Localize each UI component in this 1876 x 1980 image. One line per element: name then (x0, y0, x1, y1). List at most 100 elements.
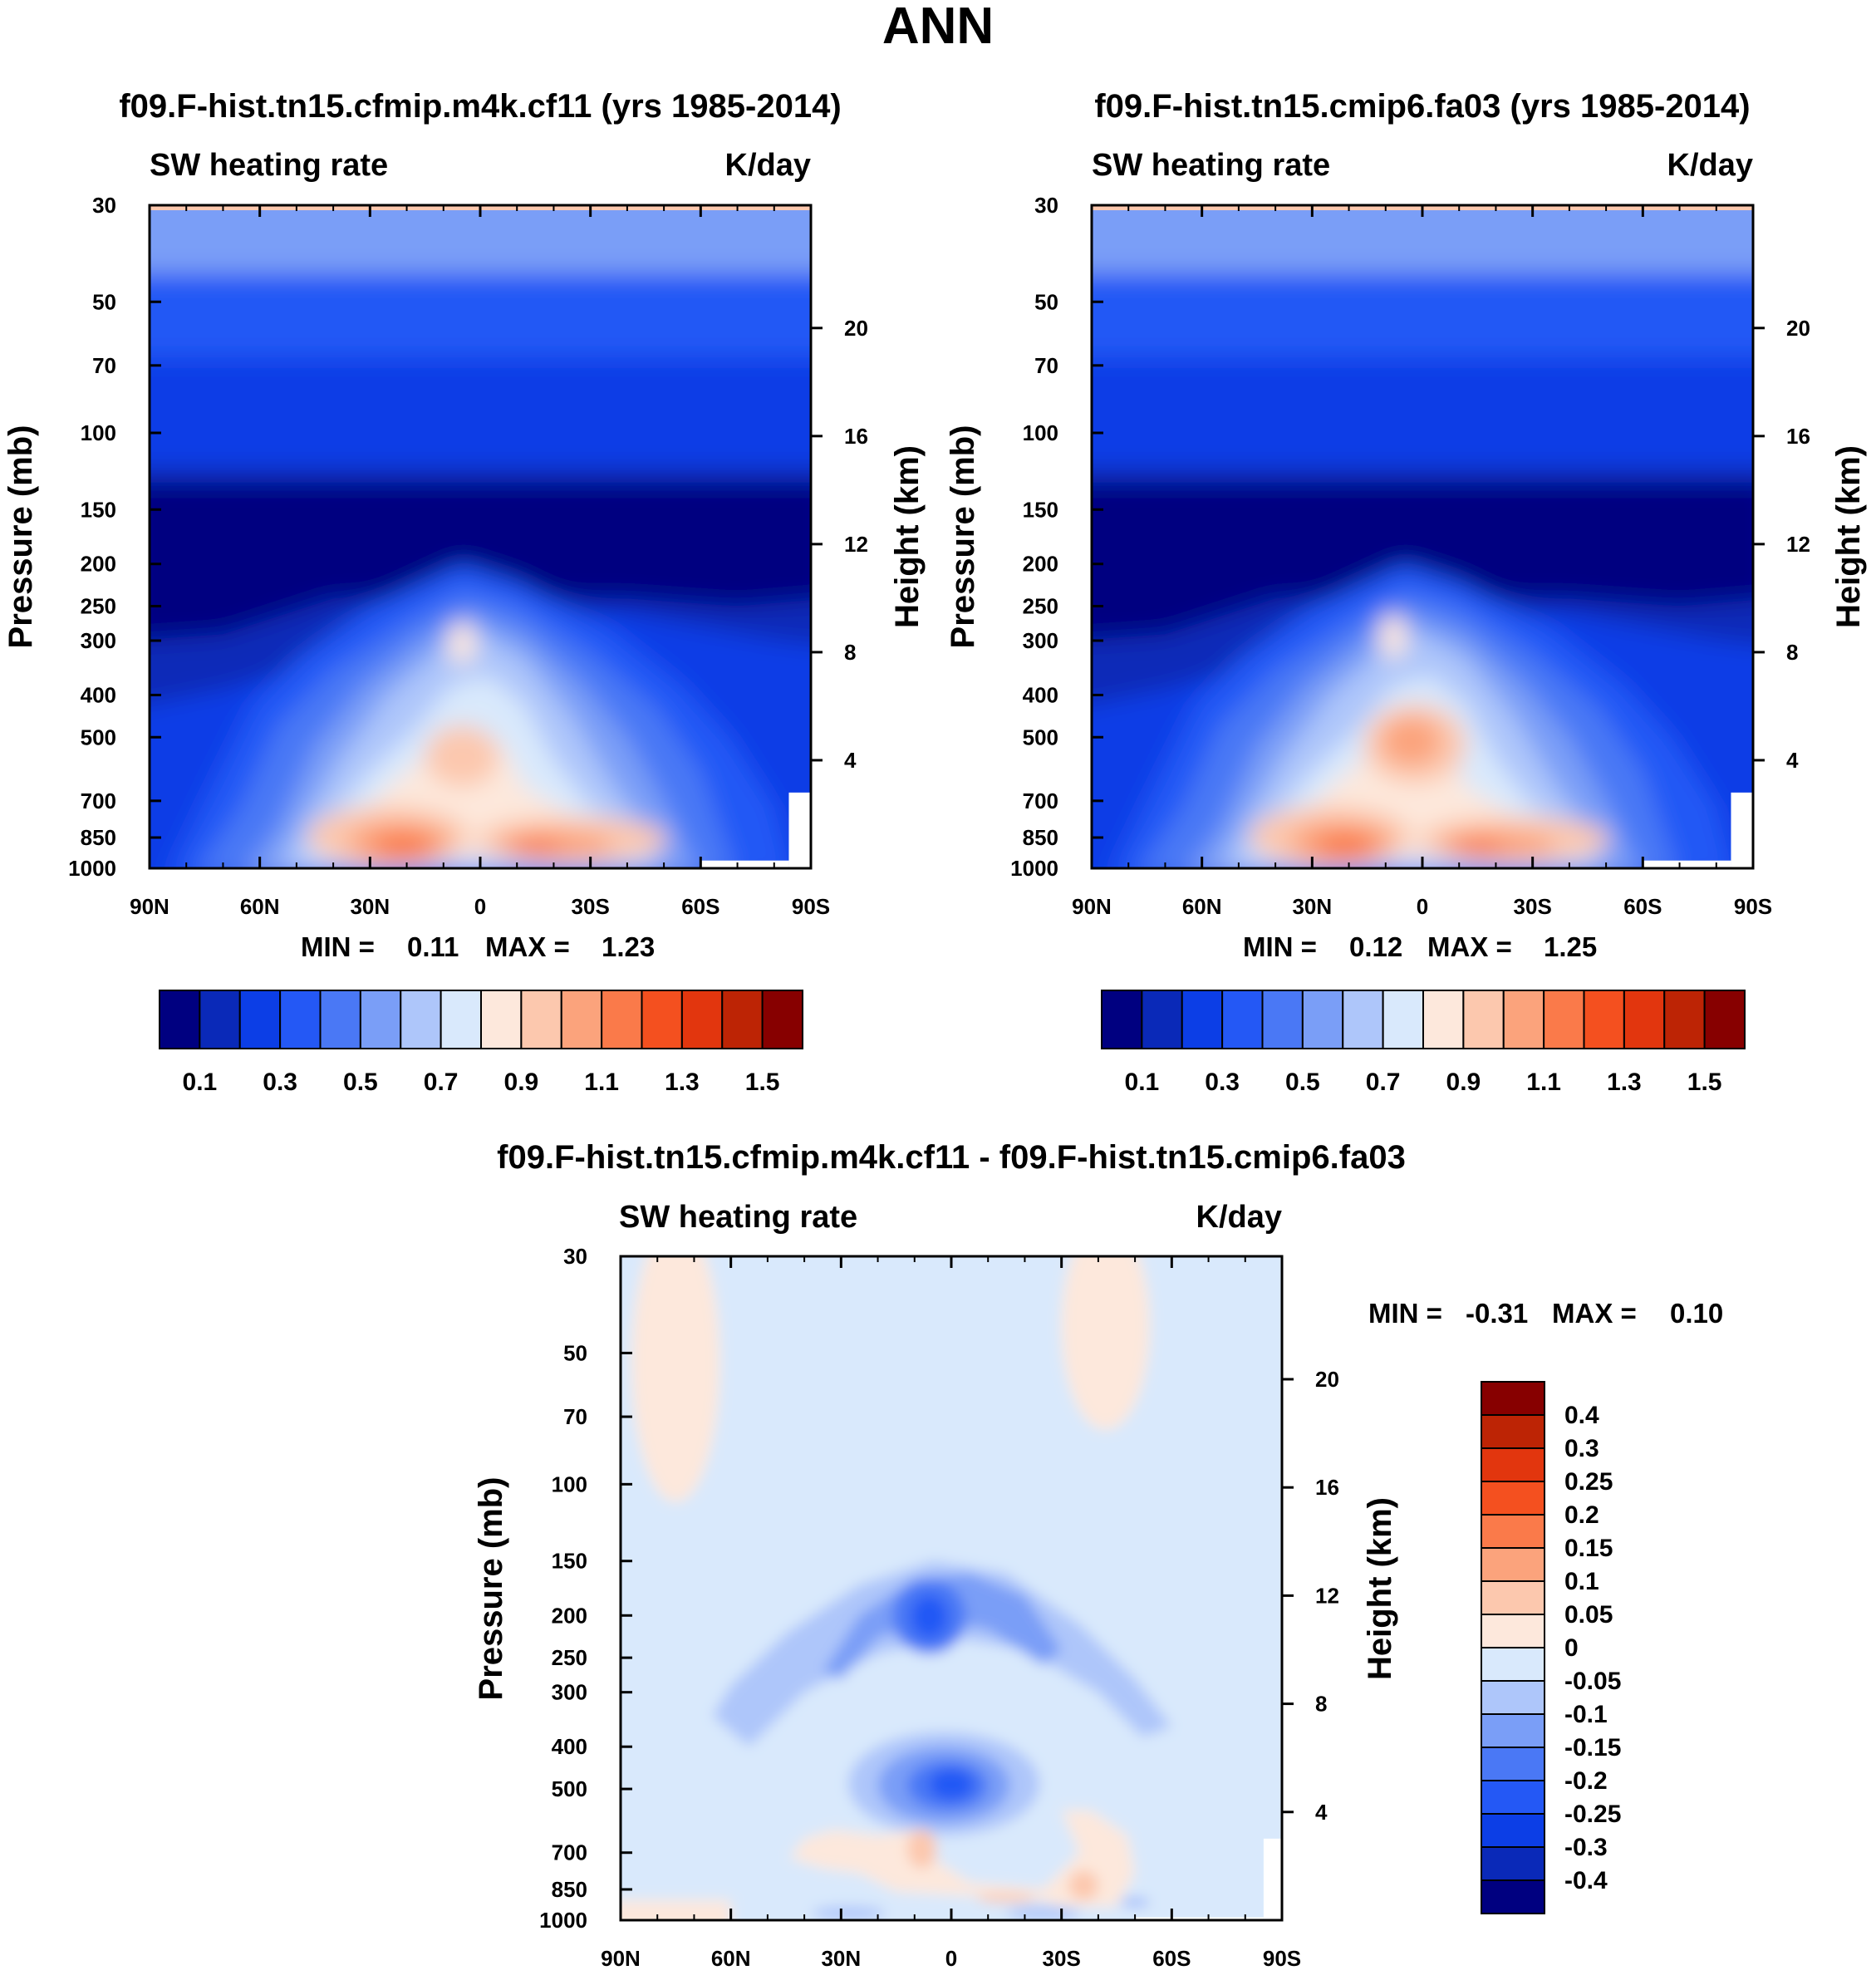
level-1.1 (1382, 717, 1441, 766)
colorbar-box (560, 990, 603, 1049)
panel-diff-ptick-label: 70 (563, 1404, 587, 1429)
colorbar-label: 0.4 (1564, 1402, 1599, 1429)
panel-diff-colorbar: 0.4 0.3 0.25 0.2 0.15 0.1 0.05 0 -0.05 -0.1 -0.15 -… (1481, 1381, 1621, 1914)
colorbar-box (1141, 990, 1183, 1049)
colorbar-box (601, 990, 643, 1049)
colorbar-label: 1.3 (1607, 1069, 1642, 1096)
panel-model2-units: K/day (1667, 148, 1753, 183)
colorbar-label: 1.1 (1526, 1069, 1561, 1096)
missing-data (1731, 792, 1753, 868)
colorbar-label: 0.3 (1564, 1435, 1599, 1462)
panel-model1-ptick-label: 200 (81, 552, 116, 577)
panel-model2-ptick-label: 30 (1034, 193, 1058, 218)
colorbar-label: -0.25 (1564, 1801, 1621, 1828)
panel-diff-xtick-label: 60S (1152, 1946, 1191, 1971)
panel-diff-ptick-label: 300 (552, 1680, 587, 1705)
panel-diff-xtick-label: 0 (945, 1946, 957, 1971)
level-0.9 (447, 621, 477, 665)
panel-model1-xtick-label: 90S (792, 894, 830, 919)
panel-diff-ztick-label: 16 (1315, 1475, 1339, 1500)
colorbar-box (1481, 1647, 1545, 1682)
colorbar-label: 0.2 (1564, 1501, 1599, 1529)
colorbar-box (1481, 1747, 1545, 1781)
colorbar-box (1261, 990, 1304, 1049)
colorbar-box (1481, 1846, 1545, 1881)
panel-model2-min-value: 0.12 (1349, 931, 1402, 962)
panel-model1-xtick-label: 60N (240, 894, 280, 919)
panel-model1-ptick-label: 850 (81, 825, 116, 850)
colorbar-label: 0.7 (424, 1069, 459, 1096)
panel-diff-units: K/day (1196, 1200, 1282, 1235)
panel-model2-ztick-label: 4 (1786, 748, 1799, 773)
panel-diff-y2label: Height (km) (1362, 1497, 1398, 1680)
panel-model2-ptick-label: 150 (1023, 497, 1058, 522)
panel-model2-xtick-label: 90S (1734, 894, 1772, 919)
level-neg0.25 (911, 1595, 948, 1639)
panel-diff-xtick-label: 30S (1043, 1946, 1081, 1971)
panel-model2-colorbar: 0.1 0.3 0.5 0.7 0.9 1.1 1.3 1.5 (1101, 990, 1746, 1096)
missing-data (1135, 1917, 1264, 1920)
panel-model2-xtick-label: 60S (1623, 894, 1662, 919)
colorbar-label: 1.5 (1687, 1069, 1722, 1096)
panel-model2-ptick-label: 50 (1034, 289, 1058, 314)
panel-diff-ylabel: Pressure (mb) (473, 1477, 509, 1701)
colorbar-box (1221, 990, 1264, 1049)
level-0.05 (631, 1256, 720, 1503)
panel-model1-ptick-label: 300 (81, 628, 116, 653)
level-1.0 (425, 725, 499, 787)
level-1.2 (1451, 838, 1504, 855)
colorbar-label: 1.3 (665, 1069, 700, 1096)
panel-model2-xtick-label: 60N (1182, 894, 1222, 919)
contour-layers (621, 1256, 1282, 1920)
panel-model2-xtick-label: 0 (1417, 894, 1428, 919)
panel-model1-contours (150, 205, 811, 868)
missing-data (1643, 860, 1731, 868)
colorbar-label: 0.3 (1205, 1069, 1240, 1096)
panel-diff-ptick-label: 100 (552, 1471, 587, 1496)
panel-model2-ztick-label: 12 (1786, 532, 1810, 557)
colorbar-box (1101, 990, 1143, 1049)
colorbar-box (1481, 1481, 1545, 1516)
colorbar-box (1481, 1713, 1545, 1748)
panel-model1-variable: SW heating rate (150, 148, 388, 183)
panel-diff-ptick-label: 700 (552, 1840, 587, 1865)
colorbar-box (1703, 990, 1746, 1049)
figure-title: ANN (882, 0, 994, 55)
panel-diff-variable: SW heating rate (619, 1200, 857, 1235)
panel-model1-units: K/day (725, 148, 811, 183)
level-neg0.1 (1006, 1906, 1080, 1920)
panel-model2-max-value: 1.25 (1544, 931, 1597, 962)
panel-model1-max-value: 1.23 (602, 931, 655, 962)
panel-model2-xtick-label: 30N (1292, 894, 1332, 919)
panel-model1-ptick-label: 100 (81, 420, 116, 445)
colorbar-label: 0.1 (1564, 1568, 1599, 1595)
panel-model1-ptick-label: 400 (81, 682, 116, 707)
panel-diff: f09.F-hist.tn15.cfmip.m4k.cf11 - f09.F-h… (473, 1139, 1723, 1971)
level-0.1 (1068, 1870, 1098, 1900)
contour-layers (1092, 205, 1753, 868)
panel-diff-ptick-label: 500 (552, 1776, 587, 1801)
panel-model2: f09.F-hist.tn15.cmip6.fa03 (yrs 1985-201… (945, 88, 1867, 1096)
level-neg0.25 (929, 1769, 974, 1801)
panel-model2-ztick-label: 20 (1786, 316, 1810, 341)
panel-model1-ptick-label: 500 (81, 725, 116, 749)
missing-data (1263, 1838, 1282, 1920)
level-neg0.15 (1120, 1899, 1150, 1906)
level-1.2 (373, 833, 433, 859)
level-1.2 (1315, 833, 1375, 859)
panel-diff-xtick-label: 30N (821, 1946, 861, 1971)
panel-diff-ptick-label: 850 (552, 1877, 587, 1902)
panel-model1-ztick-label: 12 (844, 532, 868, 557)
colorbar-box (1502, 990, 1545, 1049)
panel-model2-ptick-label: 500 (1023, 725, 1058, 749)
panel-model2-ptick-label: 700 (1023, 789, 1058, 813)
panel-model1-ztick-label: 20 (844, 316, 868, 341)
panel-diff-contours (621, 1256, 1282, 1920)
panel-model1-min-label: MIN = (301, 931, 375, 962)
panel-model1-xtick-label: 60S (681, 894, 719, 919)
panel-diff-ztick-label: 12 (1315, 1583, 1339, 1608)
panel-diff-min-value: -0.31 (1466, 1298, 1528, 1329)
colorbar-label: 0.25 (1564, 1468, 1613, 1496)
colorbar-box (1481, 1879, 1545, 1914)
panel-model1-ztick-label: 8 (844, 640, 856, 665)
